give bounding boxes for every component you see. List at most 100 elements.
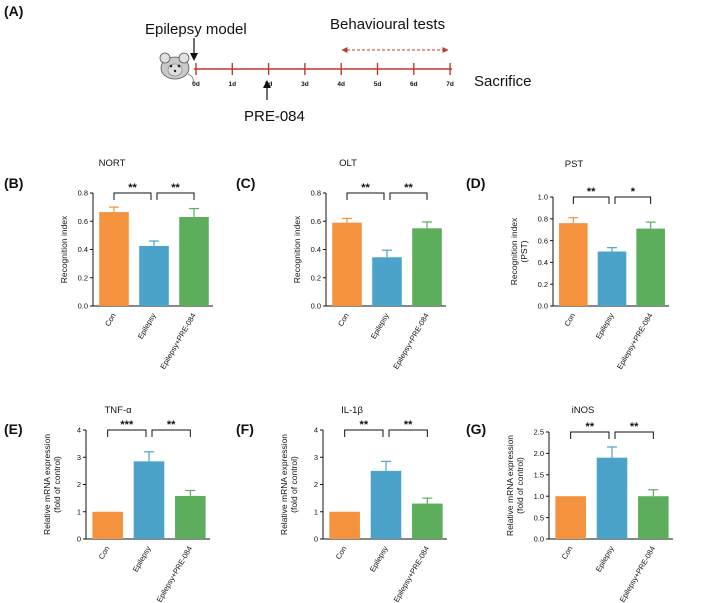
category-label: Epilepsy+PRE-084 (392, 545, 431, 603)
y-axis-label: Relative mRNA expression (42, 434, 52, 535)
category-label: Epilepsy (136, 311, 158, 340)
bar-epilepsy-pre-084 (638, 496, 669, 539)
significance-label: ** (171, 182, 180, 194)
up-arrow-icon (263, 80, 271, 88)
y-tick-label: 0.0 (534, 535, 544, 544)
significance-label: ** (361, 182, 370, 194)
category-label: Con (560, 545, 575, 561)
significance-bracket (344, 429, 384, 437)
y-tick-label: 2.5 (534, 428, 544, 437)
chart-pst: (D) PST 0.0 0.2 0.4 0.6 0.8 1.0 Recognition inde… (466, 159, 669, 371)
bar-con (329, 511, 360, 539)
timeline-day-label: 6d (410, 81, 418, 88)
chart-title: PST (565, 159, 584, 170)
timeline-day-label: 0d (192, 81, 200, 88)
bar-con (92, 511, 123, 539)
significance-bracket (156, 192, 195, 200)
y-tick-label: 0 (314, 535, 318, 544)
y-axis-label: (fold of control) (515, 457, 525, 514)
y-tick-label: 1.0 (534, 492, 544, 501)
y-tick-label: 0.0 (311, 302, 321, 311)
y-axis-label: Recognition index (59, 215, 69, 283)
y-axis-label: Relative mRNA expression (279, 434, 289, 535)
bar-con (559, 223, 588, 306)
y-tick-label: 0.6 (78, 217, 88, 226)
timeline-day-label: 3d (301, 81, 309, 88)
down-arrow-icon (190, 53, 198, 61)
behavioural-tests-label: Behavioural tests (330, 16, 445, 33)
panel-label: (E) (4, 421, 23, 437)
significance-bracket (614, 431, 654, 439)
y-tick-label: 1 (314, 507, 318, 516)
y-tick-label: 0.4 (78, 245, 88, 254)
y-tick-label: 0.8 (78, 189, 88, 198)
timeline-panel: (A) 0d1d2d3d4d5d6d7d Epilepsy model Beha… (4, 3, 532, 125)
y-axis-label: (fold of control) (52, 456, 62, 513)
category-label: Epilepsy (368, 544, 390, 573)
category-label: Con (336, 312, 351, 328)
y-tick-label: 0 (77, 535, 81, 544)
significance-bracket (113, 192, 152, 200)
bar-epilepsy-pre-084 (412, 228, 442, 306)
significance-bracket (570, 431, 610, 439)
category-label: Con (334, 545, 349, 561)
category-label: Con (562, 312, 577, 328)
y-tick-label: 3 (314, 453, 318, 462)
y-tick-label: 4 (314, 426, 318, 435)
significance-label: ** (630, 421, 639, 433)
significance-bracket (389, 192, 428, 200)
bar-epilepsy-pre-084 (636, 228, 665, 306)
significance-bracket (346, 192, 385, 200)
timeline-day-label: 5d (374, 81, 382, 88)
sacrifice-label: Sacrifice (474, 73, 532, 90)
y-tick-label: 4 (77, 426, 81, 435)
category-label: Con (103, 312, 118, 328)
y-tick-label: 2 (314, 480, 318, 489)
significance-label: ** (404, 182, 413, 194)
significance-label: ** (587, 186, 596, 198)
panel-label-a: (A) (4, 3, 23, 19)
bar-epilepsy (372, 257, 402, 306)
chart-title: iNOS (572, 405, 595, 416)
y-tick-label: 0.2 (311, 273, 321, 282)
bar-epilepsy-pre-084 (412, 503, 443, 539)
significance-label: *** (120, 419, 134, 431)
chart-title: IL-1β (341, 405, 363, 416)
bar-epilepsy (370, 470, 402, 539)
y-axis-label: Recognition index (292, 215, 302, 283)
bar-con (555, 496, 586, 539)
significance-label: ** (167, 419, 176, 431)
pre084-label: PRE-084 (244, 108, 305, 125)
timeline-day-label: 7d (446, 81, 454, 88)
y-axis-label: (fold of control) (289, 456, 299, 513)
bar-epilepsy (596, 457, 628, 539)
y-tick-label: 0.0 (78, 302, 88, 311)
chart-title: NORT (99, 158, 126, 169)
significance-bracket (107, 429, 147, 437)
y-tick-label: 0.8 (538, 215, 548, 224)
significance-label: ** (586, 421, 595, 433)
bar-epilepsy-pre-084 (175, 495, 206, 539)
panel-label: (C) (236, 175, 255, 191)
significance-bracket (572, 196, 610, 204)
category-label: Epilepsy+PRE-084 (158, 312, 197, 371)
significance-bracket (151, 429, 191, 437)
chart-title: OLT (339, 158, 357, 169)
y-tick-label: 2.0 (534, 449, 544, 458)
category-label: Epilepsy (594, 311, 616, 340)
y-axis-label: (PST) (519, 240, 529, 262)
y-tick-label: 0.2 (78, 273, 88, 282)
mouse-icon (159, 52, 194, 85)
panel-label: (D) (466, 175, 485, 191)
category-label: Epilepsy+PRE-084 (618, 545, 657, 603)
y-tick-label: 1 (77, 507, 81, 516)
chart-olt: (C) OLT 0.0 0.2 0.4 0.6 0.8 Recognition index Co… (236, 158, 446, 371)
significance-bracket (388, 429, 428, 437)
bar-epilepsy (139, 245, 169, 306)
y-tick-label: 0.6 (538, 236, 548, 245)
significance-label: ** (360, 419, 369, 431)
epilepsy-model-label: Epilepsy model (145, 21, 247, 38)
y-tick-label: 3 (77, 453, 81, 462)
y-tick-label: 0.6 (311, 217, 321, 226)
